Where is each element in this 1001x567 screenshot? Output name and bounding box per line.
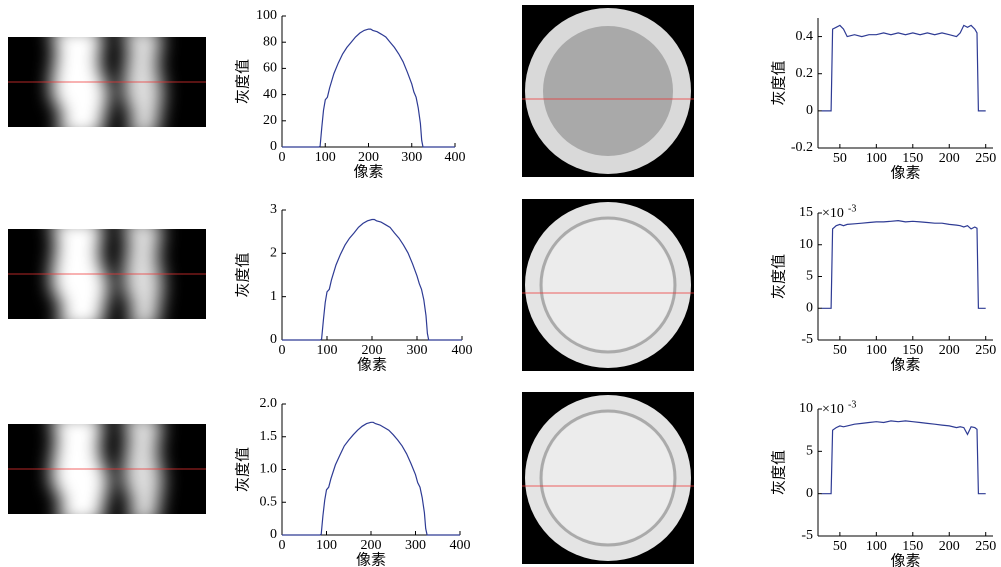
y-tick-label: 2.0 — [260, 396, 278, 411]
x-tick-label: 250 — [975, 343, 996, 358]
y-tick-label: 3 — [270, 202, 277, 217]
data-line — [821, 420, 986, 495]
y-tick-label: 40 — [263, 87, 277, 102]
data-line — [282, 421, 460, 536]
sinogram-image — [8, 27, 206, 137]
multiplier-exponent: -3 — [848, 203, 856, 214]
y-tick-label: -5 — [801, 528, 813, 543]
x-tick-label: 50 — [833, 539, 847, 554]
x-tick-label: 200 — [361, 538, 382, 553]
y-tick-label: 0 — [806, 300, 813, 315]
x-tick-label: 400 — [445, 150, 466, 165]
x-tick-label: 50 — [833, 343, 847, 358]
x-axis-label: 像素 — [357, 356, 387, 373]
y-axis-label: 灰度值 — [770, 60, 787, 105]
y-axis-label: 灰度值 — [770, 450, 787, 495]
x-tick-label: 150 — [902, 343, 923, 358]
sinogram-image — [8, 219, 206, 329]
reconstruction-image — [521, 4, 695, 178]
y-tick-label: 0 — [806, 486, 813, 501]
x-tick-label: 250 — [975, 151, 996, 166]
x-tick-label: 0 — [279, 343, 286, 358]
y-tick-label: 10 — [799, 401, 813, 416]
y-tick-label: -0.2 — [791, 140, 813, 155]
x-tick-label: 0 — [279, 538, 286, 553]
y-tick-label: 0 — [270, 139, 277, 154]
y-axis-label: 灰度值 — [770, 254, 787, 299]
y-tick-label: 100 — [256, 8, 277, 23]
x-tick-label: 150 — [902, 539, 923, 554]
y-tick-label: 0.5 — [260, 494, 278, 509]
x-tick-label: 100 — [866, 343, 887, 358]
x-tick-label: 400 — [452, 343, 473, 358]
y-tick-label: 10 — [799, 237, 813, 252]
data-line — [282, 28, 455, 148]
y-tick-label: 1 — [270, 289, 277, 304]
x-tick-label: 200 — [939, 151, 960, 166]
y-tick-label: 20 — [263, 113, 277, 128]
x-tick-label: 200 — [362, 343, 383, 358]
y-tick-label: 0.4 — [796, 29, 814, 44]
x-axis-label: 像素 — [890, 552, 920, 567]
x-tick-label: 400 — [450, 538, 471, 553]
y-tick-label: 5 — [806, 444, 813, 459]
x-tick-label: 200 — [358, 150, 379, 165]
data-line — [821, 219, 986, 309]
x-tick-label: 200 — [939, 343, 960, 358]
x-axis-label: 像素 — [356, 551, 386, 567]
y-tick-label: 5 — [806, 269, 813, 284]
y-tick-label: 0.2 — [796, 66, 814, 81]
x-tick-label: 300 — [407, 343, 428, 358]
x-tick-label: 150 — [902, 151, 923, 166]
x-axis-label: 像素 — [353, 163, 383, 180]
x-axis-label: 像素 — [890, 164, 920, 181]
y-tick-label: 80 — [263, 34, 277, 49]
y-tick-label: 1.0 — [260, 462, 278, 477]
y-axis-label: 灰度值 — [234, 447, 251, 492]
data-line — [821, 24, 986, 112]
sinogram-image — [8, 414, 206, 524]
reconstruction-image — [520, 390, 696, 566]
y-tick-label: 2 — [270, 246, 277, 261]
x-tick-label: 300 — [401, 150, 422, 165]
x-tick-label: 300 — [405, 538, 426, 553]
x-tick-label: 50 — [833, 151, 847, 166]
x-tick-label: 250 — [975, 539, 996, 554]
y-tick-label: 1.5 — [260, 429, 278, 444]
multiplier: ×10 — [822, 402, 844, 417]
y-axis-label: 灰度值 — [234, 252, 251, 297]
x-tick-label: 100 — [866, 539, 887, 554]
y-tick-label: 0 — [806, 103, 813, 118]
x-tick-label: 100 — [316, 538, 337, 553]
y-axis-label: 灰度值 — [234, 59, 251, 104]
x-tick-label: 100 — [317, 343, 338, 358]
y-tick-label: 60 — [263, 61, 277, 76]
x-tick-label: 100 — [866, 151, 887, 166]
x-tick-label: 200 — [939, 539, 960, 554]
y-tick-label: 0 — [270, 332, 277, 347]
multiplier: ×10 — [822, 206, 844, 221]
x-tick-label: 100 — [315, 150, 336, 165]
reconstruction-image — [520, 197, 696, 373]
y-tick-label: 0 — [270, 527, 277, 542]
x-tick-label: 0 — [279, 150, 286, 165]
data-line — [282, 218, 462, 341]
y-tick-label: 15 — [799, 205, 813, 220]
multiplier-exponent: -3 — [848, 399, 856, 410]
x-axis-label: 像素 — [890, 356, 920, 373]
y-tick-label: -5 — [801, 332, 813, 347]
